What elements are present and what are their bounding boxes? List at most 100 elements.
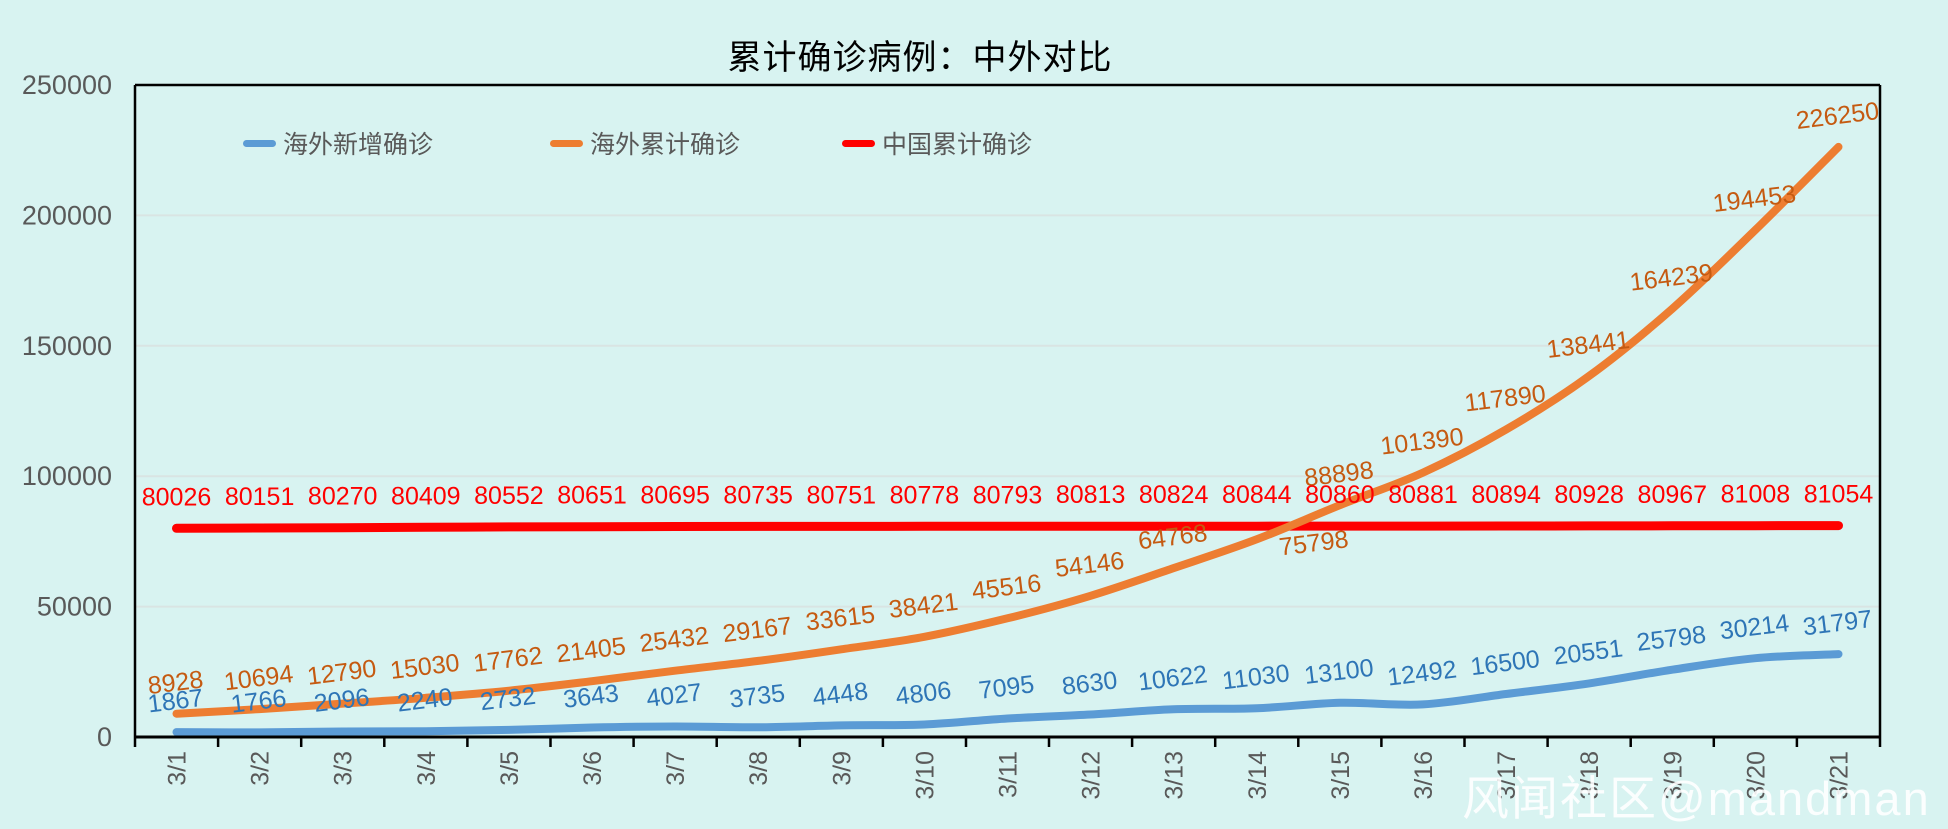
data-label: 4806 <box>894 676 953 711</box>
x-tick-label: 3/19 <box>1659 751 1687 800</box>
x-tick-label: 3/13 <box>1161 751 1189 800</box>
data-label: 2096 <box>312 683 371 718</box>
data-label: 80813 <box>1056 481 1126 509</box>
data-label: 7095 <box>977 670 1036 705</box>
data-label: 13100 <box>1303 654 1375 690</box>
x-tick-label: 3/10 <box>911 751 939 800</box>
x-tick-label: 3/15 <box>1327 751 1355 800</box>
x-tick-label: 3/6 <box>579 751 607 786</box>
data-label: 81054 <box>1804 481 1874 509</box>
legend-item-overseas-cumulative: 海外累计确诊 <box>550 128 741 159</box>
data-label: 80824 <box>1139 481 1209 509</box>
series-line-中国累计确诊 <box>172 521 1843 533</box>
data-label: 25798 <box>1635 621 1707 657</box>
data-label: 164239 <box>1628 259 1714 297</box>
data-label: 10622 <box>1137 660 1209 696</box>
data-label: 8630 <box>1060 666 1119 701</box>
data-label: 80881 <box>1388 481 1458 509</box>
legend-item-overseas-new: 海外新增确诊 <box>243 128 434 159</box>
x-tick-label: 3/16 <box>1410 751 1438 800</box>
x-tick-label: 3/20 <box>1742 751 1770 800</box>
data-label: 2732 <box>479 682 538 717</box>
data-label: 80651 <box>557 482 627 510</box>
data-label: 80695 <box>640 482 710 510</box>
legend-label: 中国累计确诊 <box>882 131 1033 159</box>
data-label: 81008 <box>1721 481 1791 509</box>
chart-title: 累计确诊病例：中外对比 <box>727 39 1113 77</box>
data-label: 4448 <box>811 677 870 712</box>
y-tick-label: 200000 <box>22 200 112 230</box>
y-tick-label: 150000 <box>22 331 112 361</box>
data-label: 20551 <box>1552 634 1624 670</box>
series-lines <box>172 142 1843 737</box>
data-label: 80270 <box>308 483 378 511</box>
x-tick-label: 3/12 <box>1078 751 1106 800</box>
x-tick-label: 3/5 <box>496 751 524 786</box>
legend-item-china-cumulative: 中国累计确诊 <box>842 128 1033 159</box>
legend-label: 海外累计确诊 <box>590 131 741 159</box>
data-label: 1867 <box>146 684 205 719</box>
gridlines <box>135 214 1880 608</box>
data-label: 80793 <box>973 481 1043 509</box>
data-label: 54146 <box>1053 547 1125 583</box>
data-label: 12492 <box>1386 655 1458 691</box>
data-label: 80967 <box>1638 481 1708 509</box>
data-label: 226250 <box>1794 97 1880 135</box>
data-label: 25432 <box>638 622 710 658</box>
data-label: 21405 <box>555 632 627 668</box>
data-label: 11030 <box>1221 659 1292 695</box>
data-label: 80894 <box>1471 481 1541 509</box>
legend-swatch-china-cumulative <box>842 139 875 147</box>
data-label: 194453 <box>1711 180 1797 218</box>
y-tick-label: 50000 <box>37 592 112 622</box>
x-tick-label: 3/1 <box>164 751 192 786</box>
legend-swatch-overseas-cumulative <box>550 139 583 147</box>
x-tick-label: 3/2 <box>247 751 275 786</box>
data-label: 15030 <box>389 649 461 685</box>
legend-swatch-overseas-new <box>243 139 276 147</box>
y-tick-label: 0 <box>97 722 112 752</box>
x-tick-label: 3/9 <box>828 751 856 786</box>
legend-label: 海外新增确诊 <box>283 131 434 159</box>
y-tick-label: 250000 <box>22 70 112 100</box>
y-axis-labels: 0 50000 100000 150000 200000 250000 <box>22 70 112 752</box>
data-label: 80778 <box>890 481 960 509</box>
data-label: 80860 <box>1305 481 1375 509</box>
x-tick-label: 3/4 <box>413 751 441 786</box>
data-label: 80735 <box>723 481 793 509</box>
x-tick-label: 3/8 <box>745 751 773 786</box>
data-label: 8928 <box>146 665 205 700</box>
x-tick-label: 3/18 <box>1576 751 1604 800</box>
data-label: 3643 <box>562 679 621 714</box>
data-label: 80552 <box>474 482 544 510</box>
watermark: 风闻社区@mandman <box>1462 772 1931 825</box>
data-label: 30214 <box>1718 609 1791 645</box>
y-tick-label: 100000 <box>22 461 112 491</box>
data-label: 17762 <box>472 642 544 678</box>
data-label: 31797 <box>1801 605 1873 641</box>
data-labels: 1867 1766 2096 2240 2732 3643 4027 3735 4448 4806… <box>142 97 1881 719</box>
data-label: 80751 <box>807 481 877 509</box>
data-label: 80151 <box>225 483 295 511</box>
series-line-海外累计确诊 <box>172 142 1843 718</box>
data-label: 3735 <box>728 679 787 714</box>
x-tick-label: 3/7 <box>662 751 690 786</box>
series-line-海外新增确诊 <box>172 650 1843 737</box>
x-axis-labels: 3/1 3/2 3/3 3/4 3/5 3/6 3/7 3/8 3/9 3/10 3/11 3/12 3… <box>164 751 1854 800</box>
data-label: 4027 <box>645 678 704 713</box>
x-tick-label: 3/3 <box>330 751 358 786</box>
data-label: 38421 <box>887 588 959 624</box>
data-label: 45516 <box>970 569 1042 605</box>
x-tick-label: 3/17 <box>1493 751 1521 800</box>
data-label: 80409 <box>391 482 461 510</box>
x-tick-label: 3/21 <box>1826 751 1854 800</box>
data-label: 29167 <box>721 612 793 648</box>
data-label: 80928 <box>1554 481 1624 509</box>
data-label: 80844 <box>1222 481 1292 509</box>
data-label: 2240 <box>396 683 455 718</box>
x-tick-label: 3/14 <box>1244 751 1272 800</box>
data-label: 80026 <box>142 483 212 511</box>
data-label: 1766 <box>229 684 288 719</box>
